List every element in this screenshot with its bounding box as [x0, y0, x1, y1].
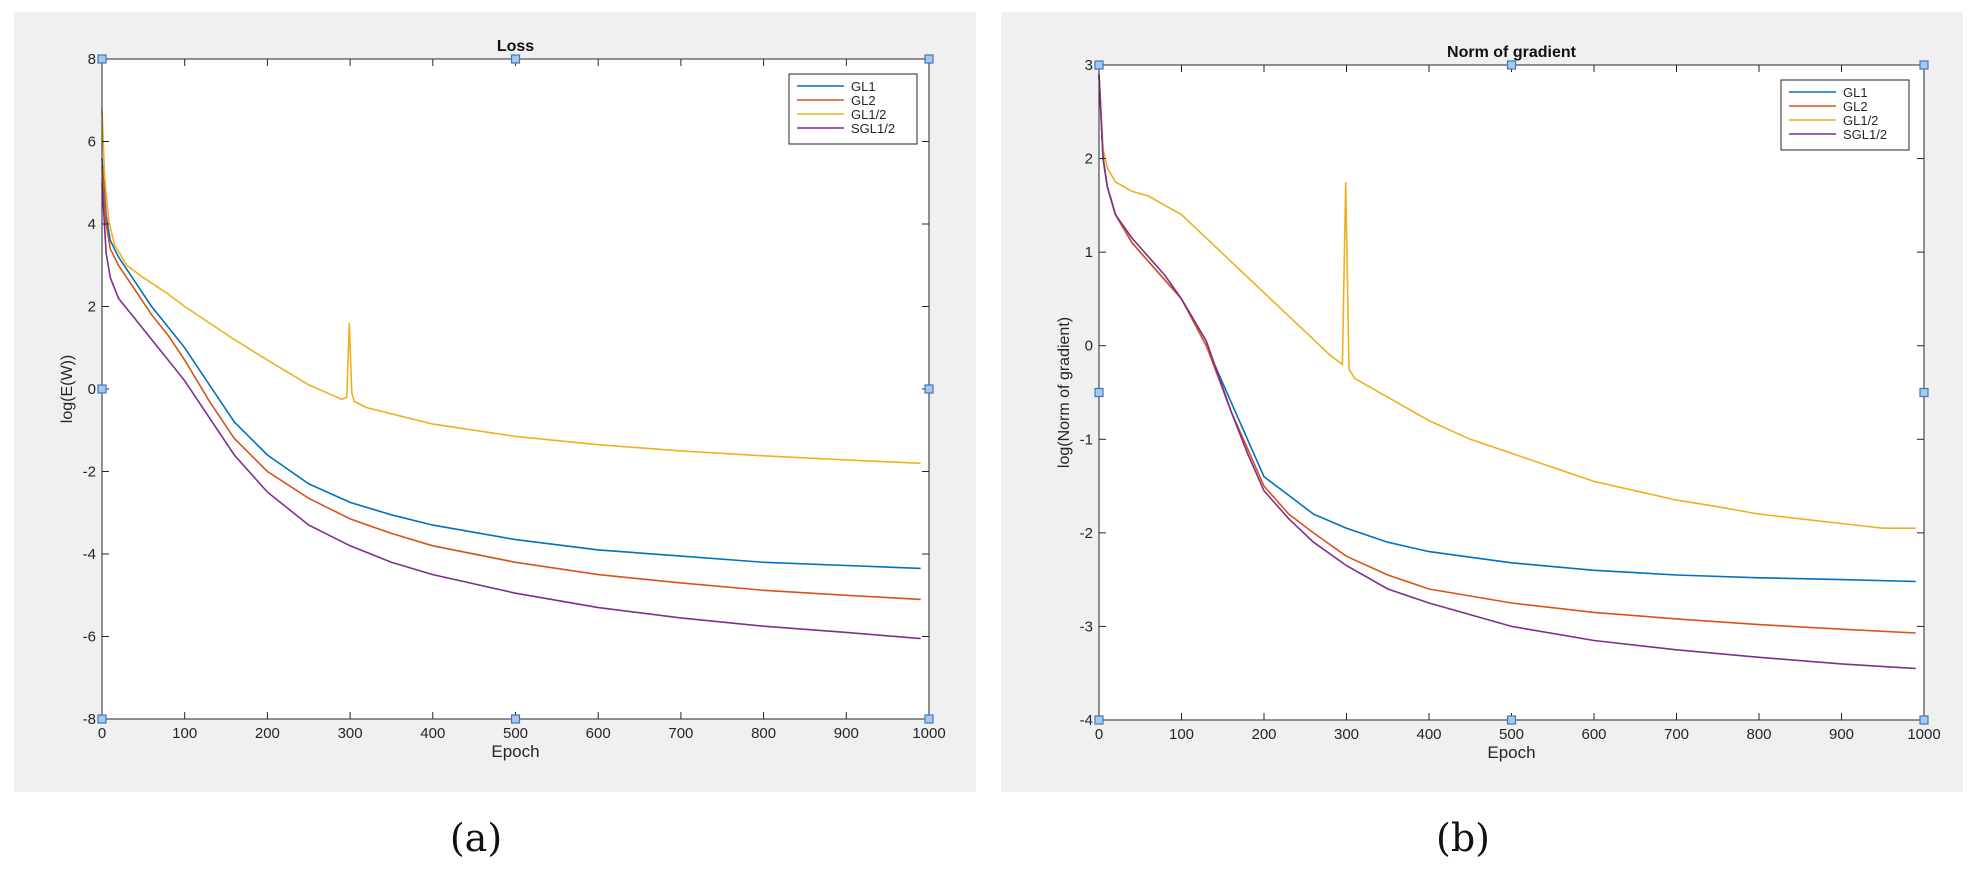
chart1-resize-handle[interactable]	[1919, 715, 1929, 725]
chart0-series-gl1-2-line	[101, 108, 921, 465]
chart1-x-tick-label: 100	[1169, 726, 1194, 743]
chart1-plot-area	[1099, 65, 1924, 720]
chart0-x-tick-label: 1000	[912, 725, 945, 742]
chart1-x-tick-label: 200	[1251, 726, 1276, 743]
chart1-resize-handle[interactable]	[1506, 60, 1517, 70]
chart0-x-axis-label: Epoch	[491, 742, 539, 761]
chart0-resize-handle[interactable]	[97, 54, 107, 64]
chart0-y-axis-label: log(E(W))	[59, 355, 76, 423]
chart1-x-tick-label: 700	[1664, 726, 1689, 743]
chart1-x-tick-label: 300	[1334, 726, 1359, 743]
chart0-series-gl1-line	[101, 157, 921, 570]
chart0-resize-handle[interactable]	[924, 54, 934, 64]
chart1-resize-handle[interactable]	[1919, 387, 1929, 398]
chart1-x-tick-label: 0	[1095, 726, 1103, 743]
chart0-legend-entry: GL2	[851, 93, 876, 108]
chart0-y-tick-label: -8	[83, 711, 96, 728]
caption-a-text: (a)	[449, 816, 503, 860]
chart0-series-gl2-line	[101, 166, 921, 601]
chart-panel-a: 0 100 200 300 400 500 600 700 800 900 1000 -8 -6 -4 -2…	[14, 12, 976, 792]
chart1-title: Norm of gradient	[1447, 44, 1577, 61]
chart0-x-tick-label: 600	[586, 725, 611, 742]
chart0-x-tick-label: 100	[172, 725, 197, 742]
chart0-y-tick-label: 8	[88, 51, 96, 68]
chart1-legend-entry: SGL1/2	[1843, 127, 1887, 142]
chart1-y-tick-label: -3	[1080, 618, 1093, 635]
chart1-x-axis-label: Epoch	[1487, 743, 1535, 762]
chart0-resize-handle[interactable]	[510, 714, 521, 724]
chart1-y-tick-label: -2	[1080, 525, 1093, 542]
chart1-y-tick-label: 2	[1085, 151, 1093, 168]
chart1-x-tick-label: 800	[1746, 726, 1771, 743]
chart0-resize-handle[interactable]	[97, 384, 107, 394]
caption-a: (a)	[436, 816, 516, 860]
chart1-resize-handle[interactable]	[1094, 715, 1104, 725]
chart1-x-tick-label: 1000	[1907, 726, 1940, 743]
chart1-series-sgl1-2-line	[1098, 74, 1916, 670]
chart0-y-tick-label: 0	[88, 381, 96, 398]
loss-chart: 0 100 200 300 400 500 600 700 800 900 1000 -8 -6 -4 -2…	[59, 38, 946, 761]
chart1-resize-handle[interactable]	[1506, 715, 1517, 725]
chart1-resize-handle[interactable]	[1919, 60, 1929, 70]
chart0-legend-entry: GL1/2	[851, 107, 886, 122]
chart0-y-tick-label: -2	[83, 464, 96, 481]
chart0-y-tick-label: -4	[83, 546, 96, 563]
chart0-title: Loss	[497, 38, 534, 55]
chart0-legend-entry: GL1	[851, 79, 876, 94]
chart0-x-tick-label: 0	[98, 725, 106, 742]
chart1-series-gl1-2-line	[1098, 74, 1916, 530]
caption-b-text: (b)	[1436, 816, 1490, 860]
chart0-y-tick-label: 2	[88, 299, 96, 316]
chart1-x-tick-label: 600	[1581, 726, 1606, 743]
chart0-x-tick-label: 900	[834, 725, 859, 742]
chart1-x-tick-label: 500	[1499, 726, 1524, 743]
chart0-x-tick-label: 800	[751, 725, 776, 742]
chart0-plot-area	[102, 59, 929, 719]
chart1-y-tick-label: 3	[1085, 57, 1093, 74]
caption-b: (b)	[1423, 816, 1503, 860]
chart1-y-axis-label: log(Norm of gradient)	[1056, 317, 1073, 468]
chart1-x-tick-label: 400	[1416, 726, 1441, 743]
chart1-y-tick-label: 1	[1085, 244, 1093, 261]
chart1-x-tick-label: 900	[1829, 726, 1854, 743]
chart0-resize-handle[interactable]	[924, 384, 934, 394]
chart0-resize-handle[interactable]	[97, 714, 107, 724]
chart0-x-tick-label: 500	[503, 725, 528, 742]
chart0-x-tick-label: 300	[338, 725, 363, 742]
chart1-resize-handle[interactable]	[1094, 387, 1104, 398]
chart0-y-tick-label: 6	[88, 134, 96, 151]
chart1-y-tick-label: 0	[1085, 338, 1093, 355]
chart0-resize-handle[interactable]	[510, 54, 521, 64]
chart1-legend-entry: GL1	[1843, 85, 1868, 100]
norm-of-gradient-chart: 0 100 200 300 400 500 600 700 800 900 1000 -4 -3 -2 -1…	[1056, 44, 1941, 762]
chart1-y-tick-label: -4	[1080, 712, 1093, 729]
chart0-y-tick-label: 4	[88, 216, 96, 233]
chart1-legend-entry: GL2	[1843, 99, 1868, 114]
chart1-legend-entry: GL1/2	[1843, 113, 1878, 128]
chart0-x-tick-label: 200	[255, 725, 280, 742]
chart0-legend-entry: SGL1/2	[851, 121, 895, 136]
chart0-y-tick-label: -6	[83, 629, 96, 646]
chart0-series-sgl1-2-line	[101, 182, 921, 640]
chart-panel-b: 0 100 200 300 400 500 600 700 800 900 1000 -4 -3 -2 -1…	[1001, 12, 1963, 792]
chart0-resize-handle[interactable]	[924, 714, 934, 724]
chart1-series-gl2-line	[1098, 74, 1916, 634]
chart0-x-tick-label: 700	[668, 725, 693, 742]
chart1-resize-handle[interactable]	[1094, 60, 1104, 70]
chart1-y-tick-label: -1	[1080, 431, 1093, 448]
chart0-x-tick-label: 400	[420, 725, 445, 742]
